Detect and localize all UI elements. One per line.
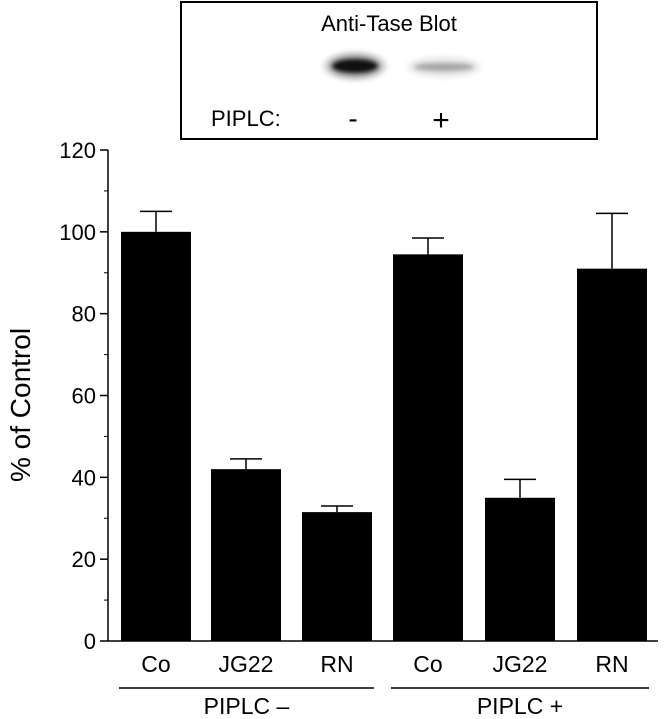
x-tick-label: RN [595,651,628,677]
x-tick-labels: Co JG22 RN Co JG22 RN [141,651,628,677]
x-tick-label: Co [141,651,170,677]
blot-title: Anti-Tase Blot [321,11,457,36]
bar-rn-3 [302,512,372,641]
bar-co-1 [121,231,191,642]
y-axis-label: % of Control [5,328,36,482]
error-bars [140,210,628,513]
bar-jg22-5 [485,497,555,641]
y-tick-label: 80 [72,302,96,327]
blot-band [414,63,474,71]
y-tick-label: 60 [72,384,96,409]
x-tick-label: Co [413,651,442,677]
blot-band [332,59,378,73]
blot-lane-sign-minus: - [348,103,357,134]
blot-inset: Anti-Tase Blot PIPLC: - + [180,1,598,140]
group-labels: PIPLC – PIPLC + [119,687,649,719]
group-label: PIPLC + [477,693,563,719]
y-tick-label: 0 [84,629,96,654]
blot-frame [180,1,598,140]
blot-lane-sign-plus: + [432,104,450,137]
group-label: PIPLC – [204,693,290,719]
x-tick-label: JG22 [219,651,274,677]
bar-chart: % of Control 0 20 40 60 80 100 120 Co JG22 RN Co J… [5,138,658,719]
bar-jg22-2 [211,469,281,641]
y-tick-label: 40 [72,465,96,490]
y-tick-label: 120 [59,138,96,163]
bar-rn-6 [577,268,647,641]
y-ticks: 0 20 40 60 80 100 120 [59,138,108,654]
blot-row-label: PIPLC: [211,106,281,131]
bar-co-4 [393,254,463,641]
x-tick-label: JG22 [493,651,548,677]
y-tick-label: 100 [59,220,96,245]
y-tick-label: 20 [72,547,96,572]
bars [121,231,647,642]
blot-bands [326,53,480,79]
x-tick-label: RN [320,651,353,677]
